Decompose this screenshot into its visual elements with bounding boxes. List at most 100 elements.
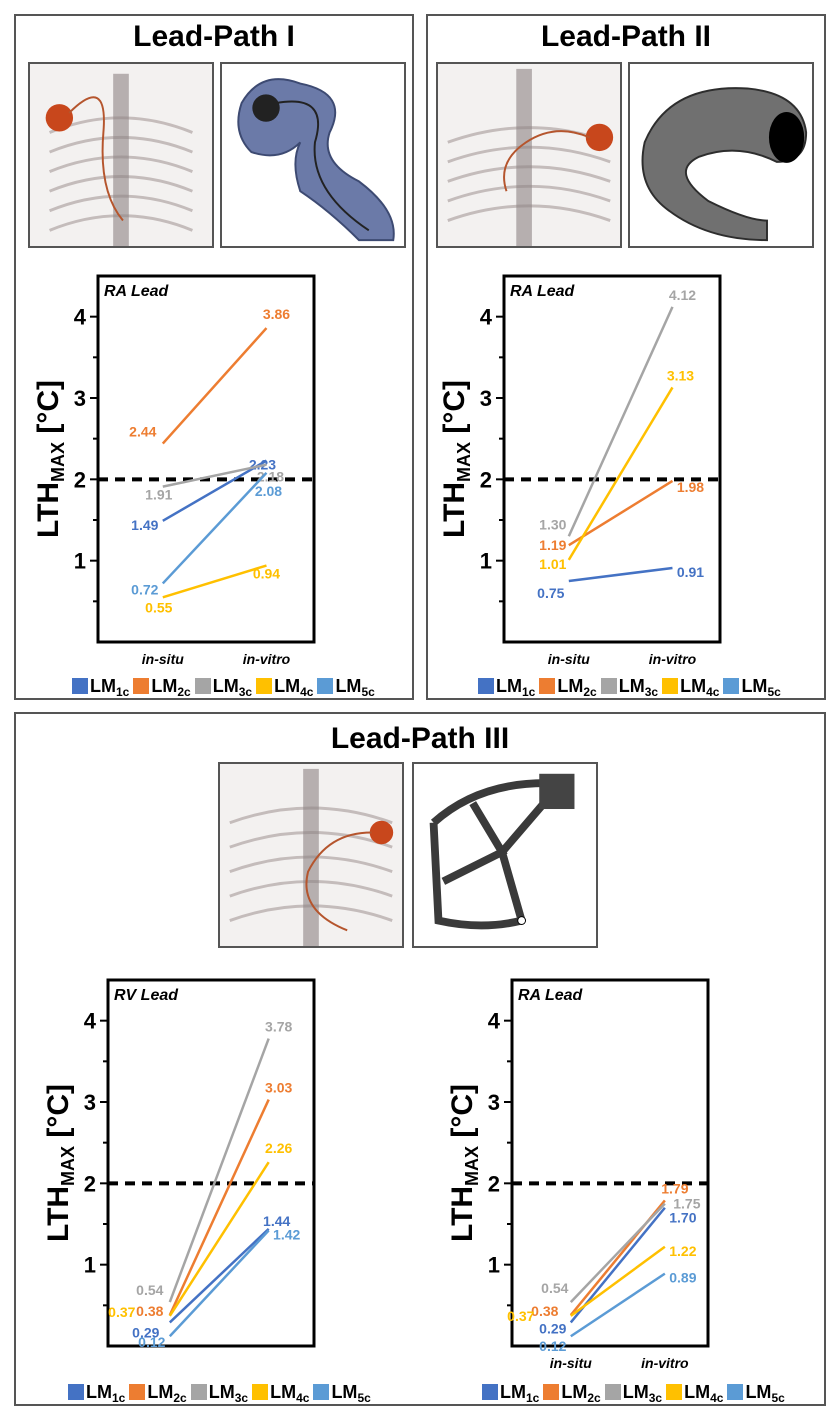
legend-swatch	[600, 678, 617, 694]
legend-swatch	[194, 678, 211, 694]
series-line-lm1c	[162, 459, 268, 522]
legend-item-lm3c: LM3c	[194, 676, 252, 699]
legend-label: LM	[270, 1382, 297, 1402]
legend-label-sub: 1c	[116, 685, 130, 699]
y-axis-label: LTHMAX [°C]	[446, 1084, 482, 1242]
data-label: 0.72	[131, 581, 158, 597]
data-label: 0.75	[537, 585, 564, 601]
x-category-label: in-situ	[548, 651, 590, 667]
legend-item-lm5c: LM5c	[723, 676, 781, 699]
data-label: 1.42	[273, 1227, 300, 1243]
panel-lead-path-1: Lead-Path I 1 2 3 4 LTHMAX [°C] RA Lead in-sit…	[14, 14, 414, 700]
legend-swatch	[604, 1384, 621, 1400]
data-label: 4.12	[669, 287, 696, 303]
legend-label-sub: 2c	[177, 685, 191, 699]
data-label: 0.37	[507, 1308, 534, 1324]
legend-swatch	[72, 678, 88, 694]
legend-label-sub: 5c	[361, 685, 375, 699]
y-tick-label: 2	[74, 467, 86, 492]
legend-item-lm5c: LM5c	[727, 1382, 785, 1405]
legend-swatch	[539, 678, 556, 694]
legend-item-lm2c: LM2c	[539, 676, 597, 699]
data-label: 3.86	[263, 306, 290, 322]
data-label: 0.54	[541, 1280, 568, 1296]
legend-label-sub: 3c	[644, 685, 659, 699]
y-axis-label-main: LTH	[42, 1186, 75, 1242]
series-line-lm3c	[168, 1038, 270, 1303]
lead-path-phantom-image	[220, 62, 406, 248]
legend-item-lm4c: LM4c	[662, 676, 719, 699]
legend-swatch	[666, 1384, 683, 1400]
legend-label-sub: 3c	[234, 1391, 249, 1405]
legend-label-sub: 5c	[771, 1391, 785, 1405]
y-axis-label: LTHMAX [°C]	[32, 380, 68, 538]
legend-item-lm1c: LM1c	[72, 676, 129, 699]
data-label: 0.37	[108, 1304, 135, 1320]
chart-title: RA Lead	[104, 283, 170, 300]
data-label: 0.12	[138, 1334, 165, 1350]
data-label: 1.22	[669, 1243, 696, 1259]
legend-swatch	[256, 678, 273, 694]
legend-label-sub: 1c	[526, 1391, 540, 1405]
chart-lead-path-1-ra: 1 2 3 4 LTHMAX [°C] RA Lead in-situ in-vitro 1.4…	[32, 274, 316, 667]
chart-title: RA Lead	[510, 283, 576, 300]
legend-swatch	[68, 1384, 84, 1400]
data-label: 3.03	[265, 1080, 292, 1096]
y-tick-label: 3	[84, 1090, 96, 1115]
legend-label: LM	[86, 1382, 112, 1402]
series-line-lm4c	[162, 564, 267, 599]
legend-swatch	[662, 678, 679, 694]
legend-label-sub: 2c	[173, 1391, 187, 1405]
chest-ct-render-image	[436, 62, 622, 248]
y-tick-label: 2	[488, 1171, 500, 1196]
legend: LM1c LM2c LM3c LM4c LM5c	[482, 1382, 789, 1405]
data-label: 0.54	[136, 1282, 163, 1298]
data-label: 3.13	[667, 367, 694, 383]
x-category-label: in-vitro	[243, 651, 291, 667]
lead-path-phantom-image	[412, 762, 598, 948]
data-label: 2.44	[129, 424, 156, 440]
data-label: 1.75	[673, 1196, 700, 1212]
legend-item-lm1c: LM1c	[482, 1382, 539, 1405]
data-label: 0.29	[539, 1320, 566, 1336]
y-axis-label: LTHMAX [°C]	[42, 1084, 78, 1242]
y-tick-label: 4	[74, 305, 87, 330]
data-label: 2.18	[257, 469, 284, 485]
legend-label-sub: 2c	[583, 685, 597, 699]
data-label: 0.89	[669, 1270, 696, 1286]
legend-item-lm5c: LM5c	[313, 1382, 371, 1405]
legend-label-sub: 1c	[112, 1391, 126, 1405]
data-label: 1.01	[539, 556, 566, 572]
series-line-lm1c	[168, 1227, 270, 1324]
legend-label: LM	[500, 1382, 526, 1402]
legend-label: LM	[618, 676, 645, 696]
chart-lead-path-3-rv: 1 2 3 4 LTHMAX [°C] RV Lead 0.29 1.44 0.38 3.03 0.…	[42, 978, 316, 1350]
legend-label: LM	[212, 676, 239, 696]
legend: LM1c LM2c LM3c LM4c LM5c	[478, 676, 785, 699]
data-label: 2.26	[265, 1140, 292, 1156]
legend-label: LM	[557, 676, 584, 696]
y-axis-label-main: LTH	[438, 482, 471, 538]
legend-label: LM	[90, 676, 116, 696]
series-line-lm3c	[162, 463, 267, 488]
y-axis-label-sub: MAX	[454, 442, 474, 482]
chart-title: RA Lead	[518, 987, 584, 1004]
legend-label: LM	[496, 676, 522, 696]
series-line-lm5c	[161, 471, 268, 585]
data-label: 1.44	[263, 1213, 290, 1229]
y-axis-label-unit: [°C]	[32, 380, 65, 442]
y-tick-label: 1	[74, 549, 86, 574]
x-category-label: in-vitro	[641, 1355, 689, 1371]
data-label: 1.98	[677, 479, 704, 495]
legend-label: LM	[680, 676, 707, 696]
panel-title: Lead-Path II	[540, 20, 712, 53]
series-line-lm2c	[161, 327, 268, 445]
y-tick-label: 3	[74, 386, 86, 411]
series-line-lm4c	[168, 1161, 270, 1317]
y-axis-label-unit: [°C]	[42, 1084, 75, 1146]
legend-label-sub: 4c	[706, 685, 720, 699]
data-label: 0.38	[531, 1303, 558, 1319]
legend-label: LM	[335, 676, 362, 696]
legend-label: LM	[147, 1382, 174, 1402]
plot-area-frame	[106, 978, 316, 1348]
